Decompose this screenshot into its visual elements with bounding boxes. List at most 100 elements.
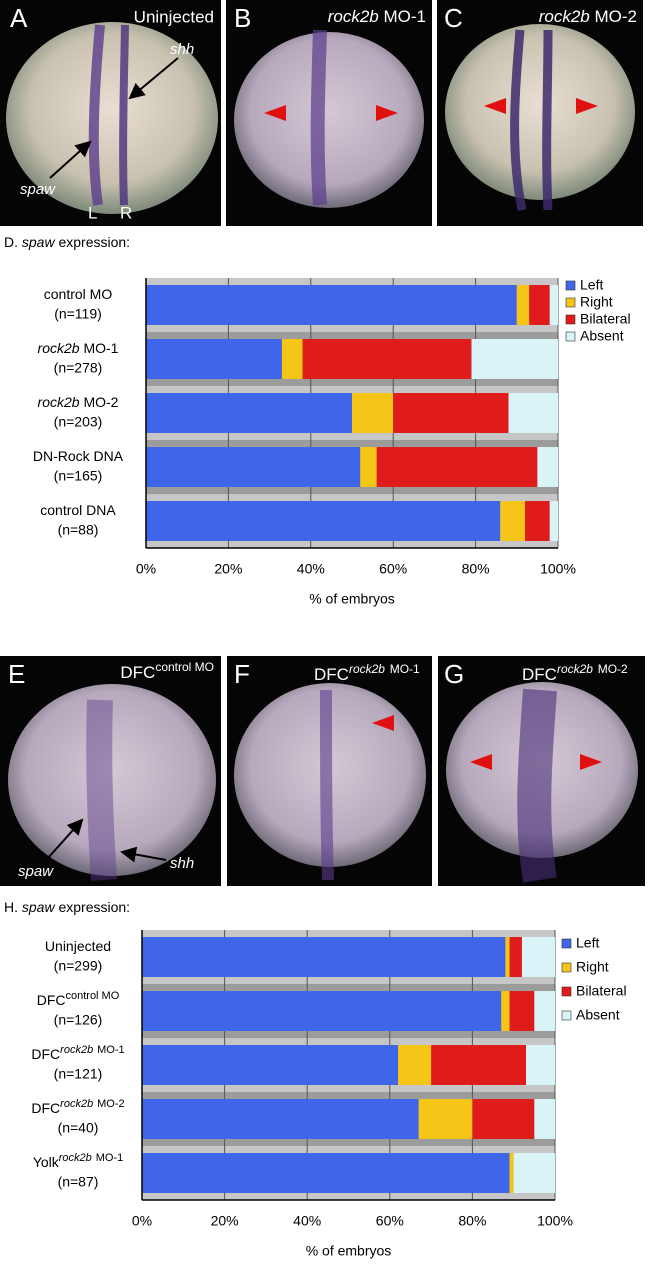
label-sup: MO-1 [390, 662, 420, 676]
label-sup: MO-1 [96, 1152, 124, 1164]
bar-segment [501, 991, 510, 1031]
label-text: MO-1 [384, 7, 427, 26]
bar-segment [142, 937, 506, 977]
title-panel: D. [4, 234, 18, 250]
panel-letter: G [444, 659, 464, 689]
label-sup-italic: rock2b [349, 662, 385, 676]
annotation: shh [170, 41, 194, 58]
n-label: (n=126) [54, 1012, 103, 1028]
legend-label: Bilateral [580, 311, 631, 327]
n-label: (n=165) [54, 468, 103, 484]
annotation: shh [170, 855, 194, 872]
label-italic: rock2b [328, 7, 379, 26]
bar-segment [534, 991, 555, 1031]
label-sup: MO-2 [598, 662, 628, 676]
bar-segment [537, 447, 558, 487]
bar-segment [549, 501, 558, 541]
annotation: L [88, 203, 97, 222]
panel-label: DFCrock2b MO-2 [522, 659, 628, 684]
panel-letter: A [10, 3, 28, 33]
annotation: R [120, 203, 132, 222]
legend-swatch [565, 314, 576, 325]
label-sup-italic: rock2b [60, 1098, 93, 1110]
photo-e: E DFCcontrol MO spaw shh [0, 656, 221, 886]
label-italic: rock2b [539, 7, 590, 26]
label-sup-italic: rock2b [60, 1044, 93, 1056]
bar-segment [431, 1045, 527, 1085]
annotation: spaw [18, 863, 54, 880]
n-label: (n=121) [54, 1066, 103, 1082]
label-sup: control MO [65, 990, 119, 1002]
panel-letter: E [8, 659, 25, 689]
bar-segment [513, 1153, 555, 1193]
label-text: MO-2 [83, 394, 118, 410]
legend-swatch [565, 280, 576, 291]
bar-segment [360, 447, 377, 487]
photo-b: B rock2b MO-1 [226, 0, 432, 226]
label-sup: MO-1 [97, 1044, 125, 1056]
y-tick-label: DFCcontrol MO [37, 990, 120, 1008]
bar-segment [393, 393, 509, 433]
y-tick-label: Yolkrock2b MO-1 [33, 1152, 123, 1170]
chart-title: D. spaw expression: [4, 234, 130, 250]
panel-label: rock2b MO-2 [539, 7, 637, 26]
legend-swatch [561, 1010, 572, 1021]
y-tick-label: Uninjected [45, 938, 111, 954]
label-sup-italic: rock2b [59, 1152, 92, 1164]
label-sup: control MO [155, 660, 214, 674]
legend-swatch [561, 962, 572, 973]
legend-label: Left [576, 935, 599, 951]
y-tick-label: control MO [44, 286, 113, 302]
y-tick-label: rock2b MO-1 [38, 340, 119, 356]
label-text: MO-1 [83, 340, 118, 356]
legend-swatch [565, 297, 576, 308]
bar-segment [471, 339, 558, 379]
bar-segment [352, 393, 394, 433]
bar-segment [146, 339, 282, 379]
label-text: DFC [314, 665, 349, 684]
bar-segment [281, 339, 303, 379]
n-label: (n=203) [54, 414, 103, 430]
label-text: DN-Rock DNA [33, 448, 124, 464]
x-tick-label: 20% [214, 561, 242, 577]
legend-label: Left [580, 277, 603, 293]
label-text: DFC [31, 1100, 60, 1116]
photo-c: C rock2b MO-2 [437, 0, 643, 226]
bar-segment [529, 285, 550, 325]
label-italic: rock2b [38, 340, 80, 356]
label-text: Uninjected [45, 938, 111, 954]
y-tick-label: DN-Rock DNA [33, 448, 124, 464]
annotation: spaw [20, 181, 56, 198]
label-text: DFC [37, 992, 66, 1008]
y-tick-label: rock2b MO-2 [38, 394, 119, 410]
photo-g: G DFCrock2b MO-2 [438, 656, 645, 886]
x-tick-label: 80% [458, 1213, 486, 1229]
legend-label: Right [576, 959, 609, 975]
panel-label: rock2b MO-1 [328, 7, 426, 26]
panel-letter: B [234, 3, 251, 33]
bar-segment [526, 1045, 555, 1085]
title-panel: H. [4, 899, 18, 915]
bar-segment [398, 1045, 432, 1085]
charts: D. spaw expression: 0% 20% 40% 60% 80% 100% % o… [4, 234, 631, 1259]
x-axis-title: % of embryos [309, 591, 395, 607]
bar-segment [521, 937, 555, 977]
bar-segment [142, 991, 502, 1031]
x-tick-label: 100% [537, 1213, 573, 1229]
bar-segment [418, 1099, 473, 1139]
label-text: DFC [120, 663, 155, 682]
y-tick-label: DFCrock2b MO-2 [31, 1098, 124, 1116]
y-tick-label: DFCrock2b MO-1 [31, 1044, 124, 1062]
bar-segment [146, 393, 352, 433]
legend-label: Absent [576, 1007, 620, 1023]
label-text: control DNA [40, 502, 116, 518]
legend-swatch [561, 986, 572, 997]
label-text: control MO [44, 286, 113, 302]
n-label: (n=119) [54, 306, 102, 322]
bar-segment [146, 501, 501, 541]
n-label: (n=299) [54, 958, 103, 974]
title-text: expression: [58, 899, 130, 915]
legend-label: Absent [580, 328, 624, 344]
x-tick-label: 20% [211, 1213, 239, 1229]
